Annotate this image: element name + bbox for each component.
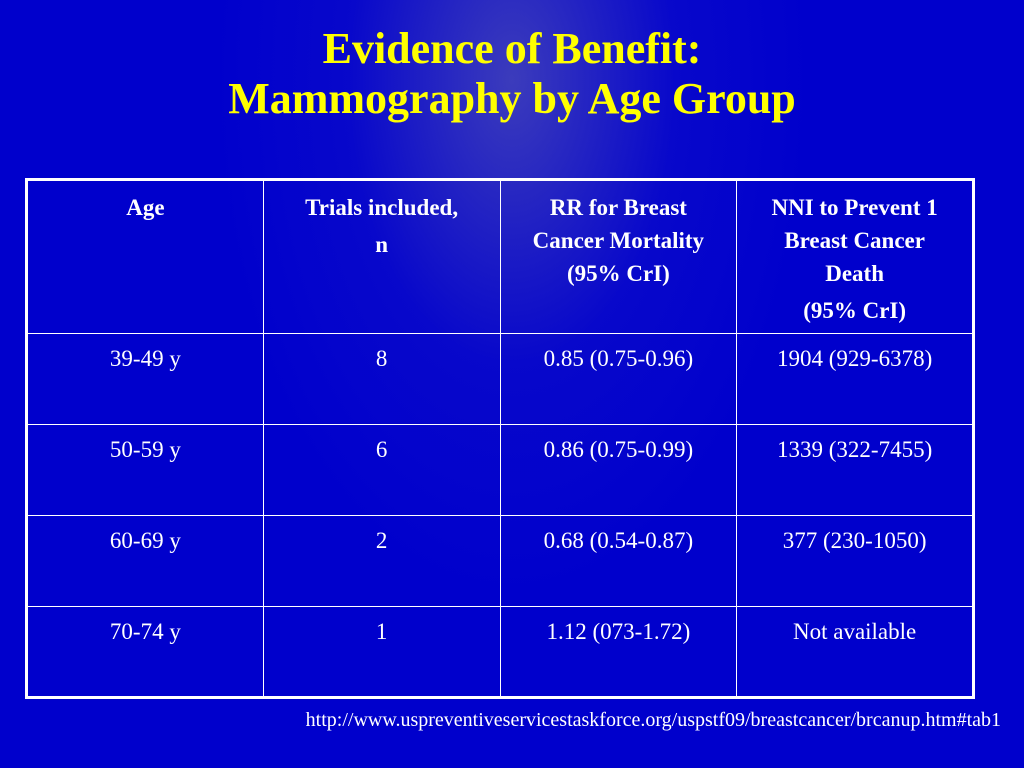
cell-nni: 377 (230-1050) — [736, 515, 974, 607]
cell-rr: 0.86 (0.75-0.99) — [499, 424, 738, 516]
header-rr: RR for Breast Cancer Mortality (95% CrI) — [499, 179, 738, 334]
cell-rr: 0.68 (0.54-0.87) — [499, 515, 738, 607]
header-rr-line-2: Cancer Mortality — [532, 228, 705, 253]
cell-trials: 2 — [262, 515, 501, 607]
cell-rr: 1.12 (073-1.72) — [499, 606, 738, 698]
cell-nni: 1904 (929-6378) — [736, 333, 974, 425]
header-trials-line-2: n — [375, 232, 389, 257]
slide-title: Evidence of Benefit: Mammography by Age … — [0, 24, 1024, 124]
header-nni-line-4: (95% CrI) — [803, 298, 907, 323]
cell-age: 50-59 y — [26, 424, 264, 516]
table-row: 39-49 y 8 0.85 (0.75-0.96) 1904 (929-637… — [26, 333, 974, 425]
slide-title-line-2: Mammography by Age Group — [228, 74, 796, 123]
header-age: Age — [26, 179, 264, 334]
header-trials-line-1: Trials included, — [305, 195, 459, 220]
cell-trials: 6 — [262, 424, 501, 516]
header-nni: NNI to Prevent 1 Breast Cancer Death (95… — [736, 179, 974, 334]
table-row: 50-59 y 6 0.86 (0.75-0.99) 1339 (322-745… — [26, 424, 974, 516]
header-age-line-1: Age — [126, 195, 165, 220]
evidence-table: Age Trials included, n RR for Breast Can… — [25, 178, 975, 699]
cell-nni: Not available — [736, 606, 974, 698]
cell-trials: 1 — [262, 606, 501, 698]
source-url: http://www.uspreventiveservicestaskforce… — [305, 709, 1001, 731]
table-row: 60-69 y 2 0.68 (0.54-0.87) 377 (230-1050… — [26, 515, 974, 607]
header-nni-line-2: Breast Cancer — [784, 228, 925, 253]
cell-age: 60-69 y — [26, 515, 264, 607]
header-nni-line-1: NNI to Prevent 1 — [771, 195, 938, 220]
table-row: 70-74 y 1 1.12 (073-1.72) Not available — [26, 606, 974, 698]
cell-nni: 1339 (322-7455) — [736, 424, 974, 516]
cell-age: 70-74 y — [26, 606, 264, 698]
header-rr-line-1: RR for Breast — [549, 195, 687, 220]
cell-rr: 0.85 (0.75-0.96) — [499, 333, 738, 425]
cell-trials: 8 — [262, 333, 501, 425]
slide-title-line-1: Evidence of Benefit: — [322, 24, 702, 73]
header-rr-line-3: (95% CrI) — [566, 261, 670, 286]
table-header-row: Age Trials included, n RR for Breast Can… — [26, 179, 974, 334]
header-nni-line-3: Death — [825, 261, 885, 286]
header-trials: Trials included, n — [262, 179, 501, 334]
cell-age: 39-49 y — [26, 333, 264, 425]
